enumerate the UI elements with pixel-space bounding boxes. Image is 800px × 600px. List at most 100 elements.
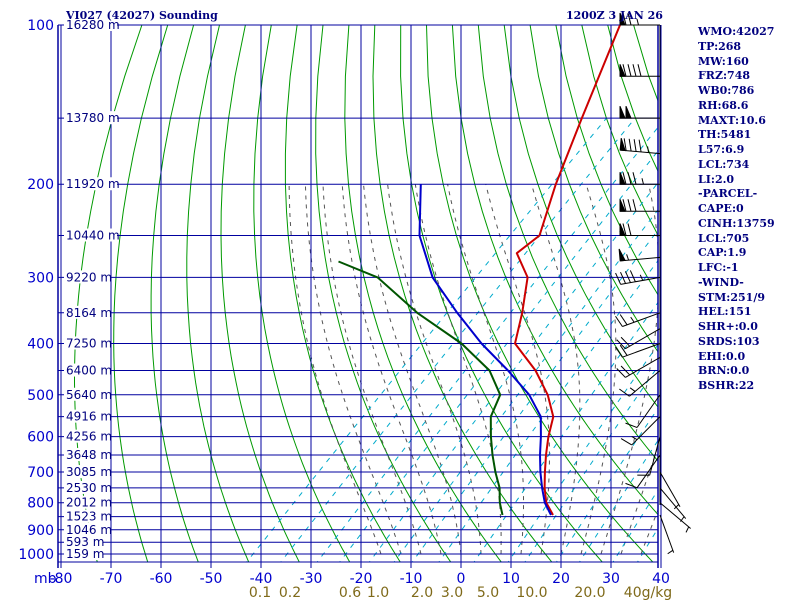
height-label: 2530 m [66,481,112,495]
dry-adiabat [186,25,250,562]
moist-adiabat [288,184,382,555]
moist-adiabat [363,184,462,555]
pressure-tick-label: 100 [27,18,54,34]
stat-line: WB0:786 [698,84,755,97]
wind-barb [616,328,661,350]
stat-line: LCL:734 [698,157,750,171]
height-label: 159 m [66,547,104,561]
chart-title: VI027 (42027) Sounding [66,9,218,22]
wind-barb [625,394,661,428]
temperature-line [514,25,621,516]
height-label: 5640 m [66,388,112,402]
mixing-ratio-label: 5.0 [477,585,499,600]
temperature-tick-label: -10 [400,571,423,587]
mixing-ratio-label: 0.6 [339,585,361,600]
wind-barb [625,454,661,489]
temperature-tick-label: 30 [602,571,620,587]
stat-line: STM:251/9 [698,290,765,304]
stat-line: -PARCEL- [698,187,758,201]
stat-line: MW:160 [698,54,749,68]
height-label: 3085 m [66,465,112,479]
height-label-bg [64,363,110,377]
stat-line: CINH:13759 [698,216,775,230]
mixing-ratio-label: 10.0 [516,585,547,600]
stat-line: CAP:1.9 [698,246,747,260]
wind-barb [659,487,687,522]
height-label-bg [64,228,117,242]
wind-barb [637,436,661,476]
temperature-tick-label: -70 [100,571,123,587]
temperature-tick-label: 10 [502,571,520,587]
height-label-bg [64,336,110,350]
height-label-bg [64,535,103,549]
height-label-bg [64,547,103,560]
height-label: 16280 m [66,18,120,32]
stat-line: FRZ:748 [698,69,751,83]
dry-adiabat [150,25,199,562]
stat-line: MAXT:10.6 [698,113,766,127]
wind-barb [659,502,691,533]
height-label-bg [64,270,110,284]
height-label: 1523 m [66,510,112,524]
height-label: 1046 m [66,523,112,537]
stat-line: EHI:0.0 [698,349,746,363]
temperature-tick-label: -40 [250,571,273,587]
dry-adiabat [372,25,553,562]
pressure-tick-label: 1000 [18,547,54,563]
y-axis-label: mb [34,571,57,587]
pressure-tick-label: 400 [27,336,54,352]
dewpoint-line [338,260,504,516]
mixing-ratio-label: 3.0 [441,585,463,600]
dry-adiabat [477,25,658,462]
height-label: 4916 m [66,410,112,424]
temperature-tick-label: -30 [300,571,323,587]
stat-line: SHR+:0.0 [698,320,758,333]
pressure-tick-label: 800 [27,496,54,512]
mixing-ratio-label: 2.0 [411,585,433,600]
parcel-line [418,184,552,516]
wind-barb [619,172,660,185]
height-label-bg [64,18,117,31]
dry-adiabat [529,25,658,353]
stat-line: L57:6.9 [698,143,745,156]
temperature-tick-label: 40 [652,571,670,587]
height-label: 9220 m [66,270,112,284]
pressure-tick-label: 500 [27,388,54,404]
height-label: 13780 m [66,111,120,125]
height-label: 4256 m [66,430,112,444]
temperature-tick-label: -50 [200,571,223,587]
mixing-ratio-line [246,117,607,562]
pressure-tick-label: 700 [27,465,54,481]
mixing-ratio-label: 0.1 [249,585,271,600]
dry-adiabat [220,25,300,562]
wind-barb [619,370,661,397]
stat-line: BRN:0.0 [698,364,750,378]
dry-adiabat [555,25,658,296]
moist-adiabat [322,184,422,555]
pressure-tick-label: 600 [27,430,54,446]
moist-adiabat [600,184,658,555]
mixing-ratio-label: 20.0 [574,585,605,600]
height-label-bg [64,387,110,401]
wind-barb [619,12,660,26]
height-label-bg [64,409,110,423]
wind-barb [615,343,661,358]
height-label-bg [64,429,110,443]
temperature-tick-label: 0 [457,571,466,587]
height-label-bg [64,465,110,479]
stat-line: RH:68.6 [698,98,749,112]
height-label-bg [64,177,117,191]
moist-adiabat [447,184,525,555]
wind-barb [618,248,661,262]
height-label: 593 m [66,535,104,549]
height-label-bg [64,522,110,536]
height-label: 3648 m [66,448,112,462]
dry-adiabat [284,25,401,562]
height-label: 11920 m [66,177,120,191]
wind-barb [615,312,661,327]
stats-panel: WMO:42027 TP:268 MW:160 FRZ:748 WB0:786 RH:68… [698,25,798,394]
pressure-tick-label: 300 [27,270,54,286]
height-label-bg [64,111,117,125]
